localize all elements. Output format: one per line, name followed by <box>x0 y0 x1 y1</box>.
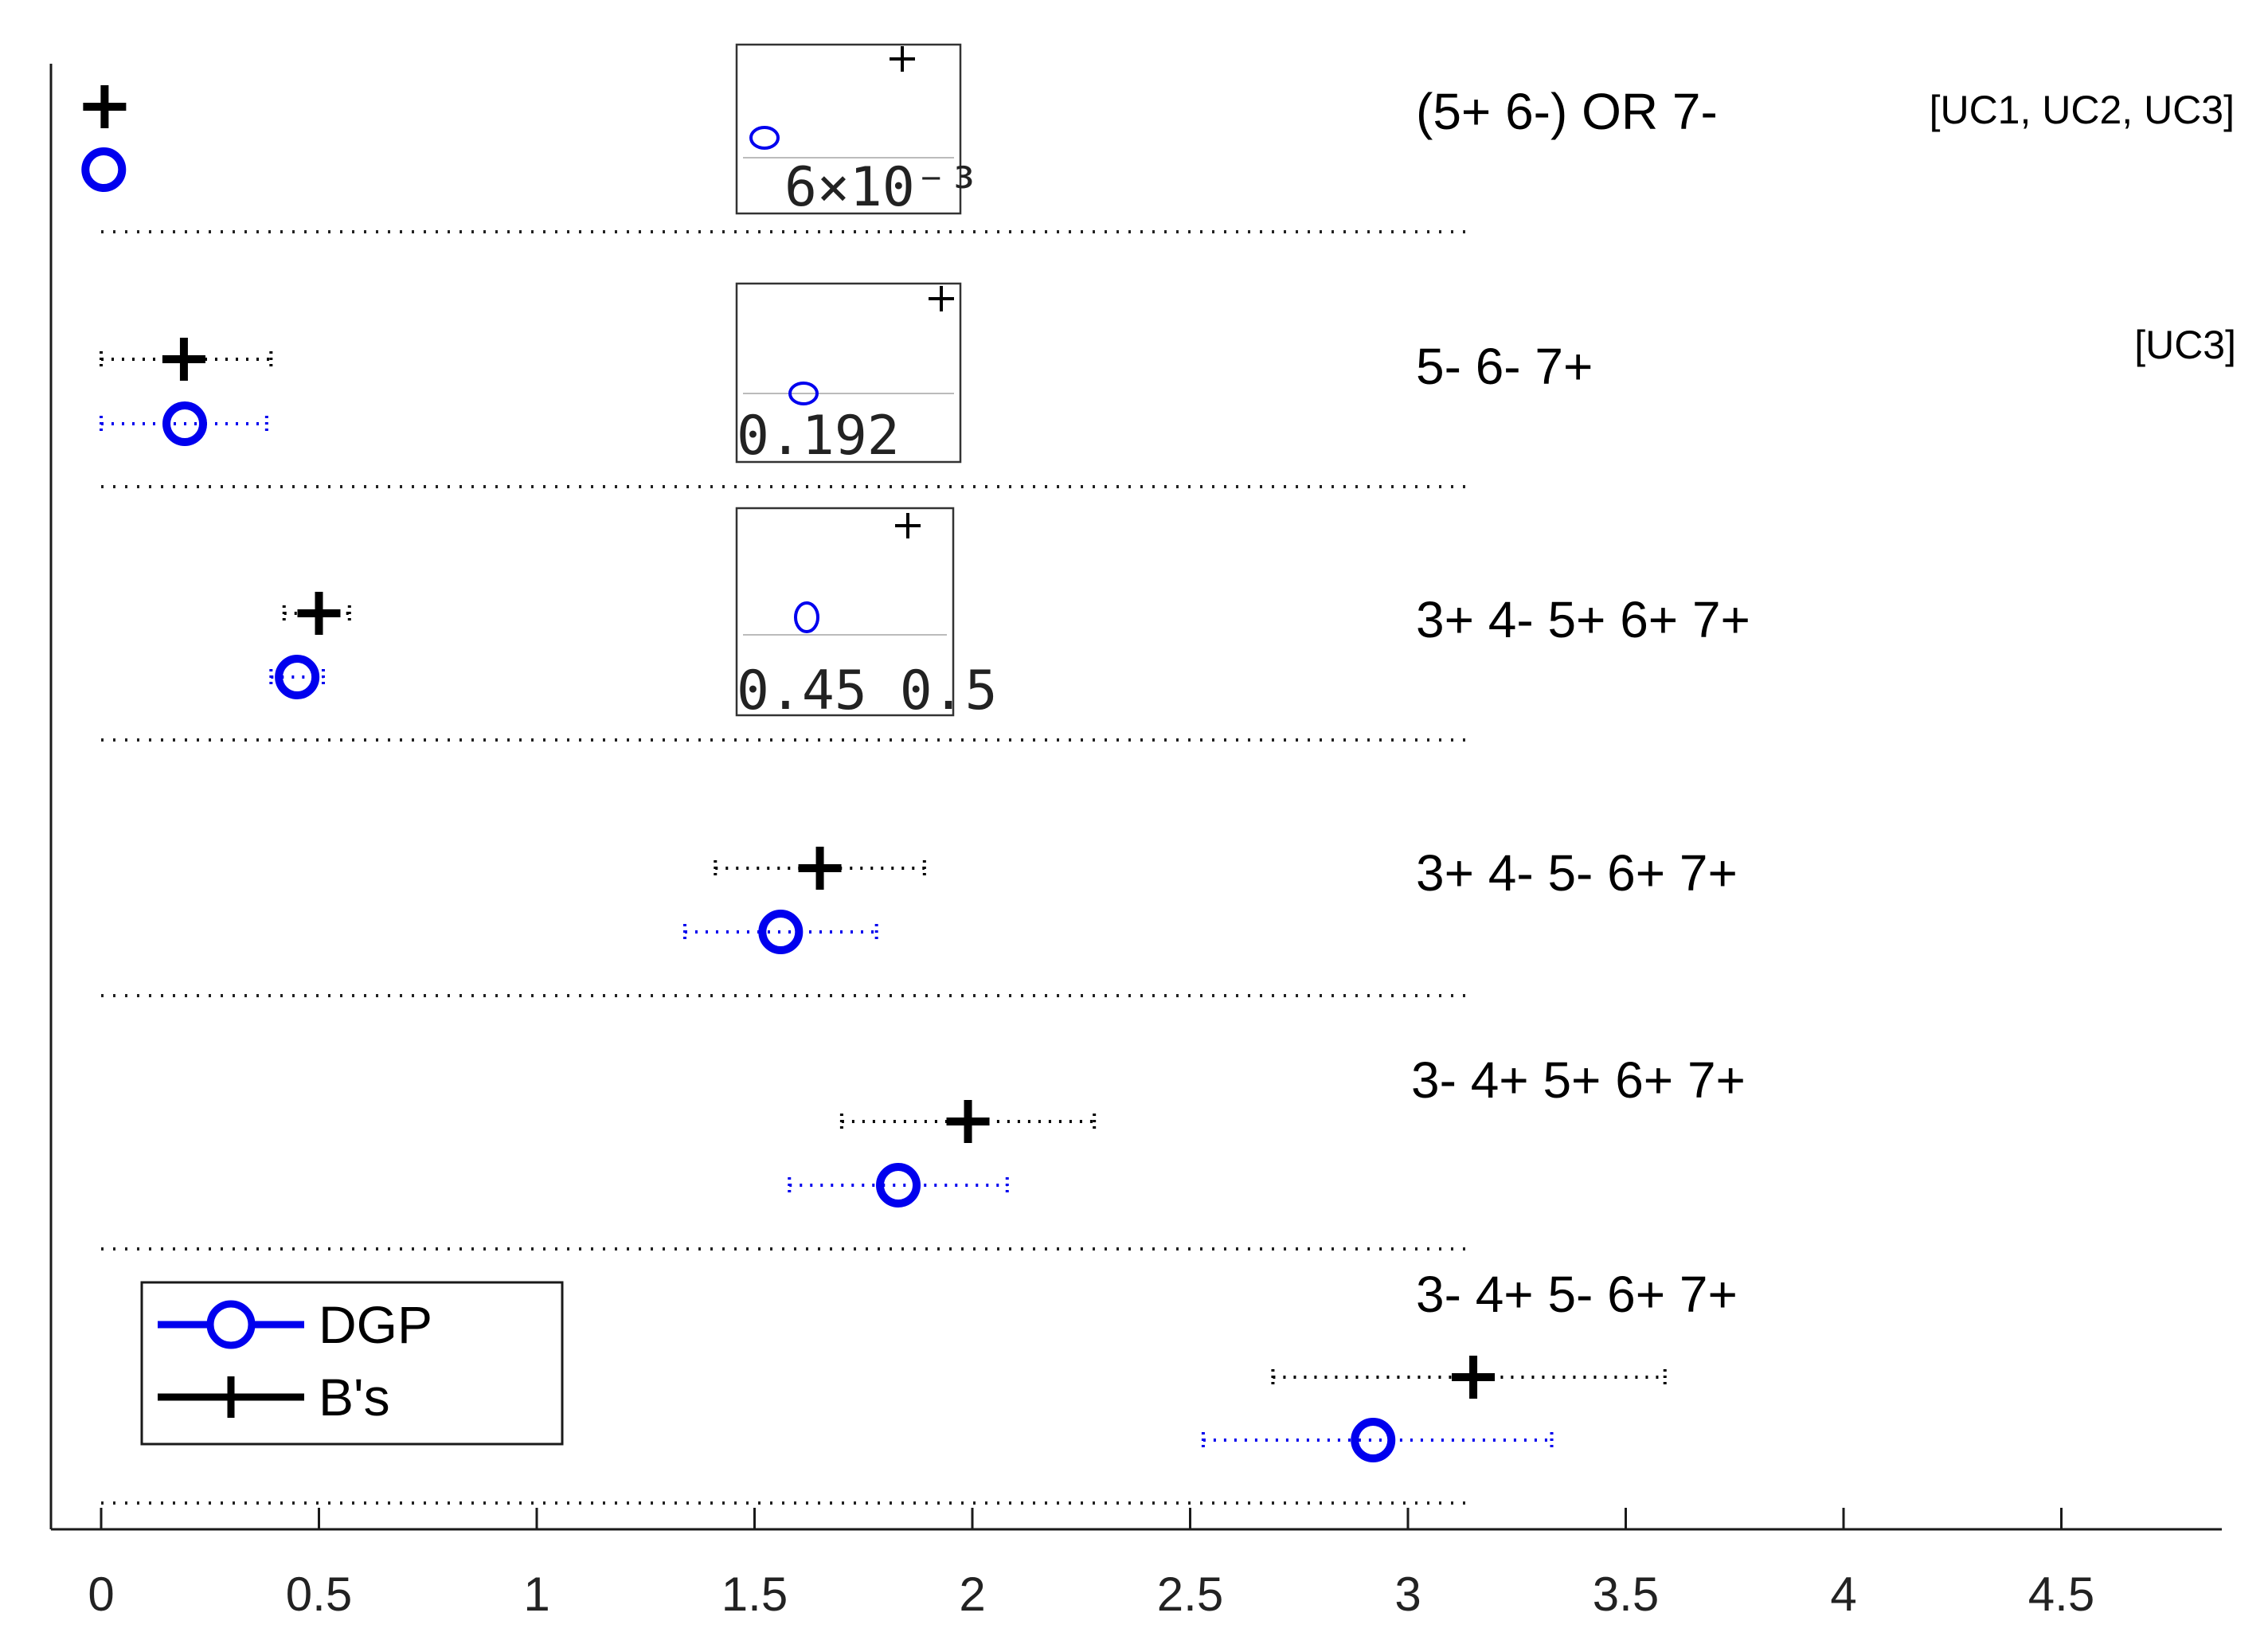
x-tick-label: 3 <box>1394 1568 1421 1621</box>
legend-label: B's <box>319 1368 390 1427</box>
bs-point <box>946 1100 990 1143</box>
dgp-point <box>162 401 208 446</box>
legend-circle-marker <box>206 1300 256 1349</box>
x-ticks: 0 0.5 1 1.5 2 2.5 3 3.5 4 4.5 <box>88 1508 2094 1621</box>
bs-point <box>83 85 127 128</box>
row-group: (5+ 6-) OR 7- [UC1, UC2, UC3] <box>81 83 2235 233</box>
x-tick-label: 4.5 <box>2028 1568 2094 1621</box>
legend: DGP B's <box>140 1281 564 1446</box>
zoom-inset: 6×10⁻³ <box>735 43 980 219</box>
inset-tick-label: 6×10⁻³ <box>784 156 980 219</box>
row-label: 3- 4+ 5+ 6+ 7+ <box>1411 1051 1746 1109</box>
insets: 6×10⁻³ 0.192 0.45 0.5 <box>735 43 998 722</box>
row-label: 3+ 4- 5- 6+ 7+ <box>1416 844 1738 902</box>
row-label: (5+ 6-) OR 7- <box>1416 83 1718 140</box>
dgp-point <box>81 147 127 192</box>
row-annotation: [UC3] <box>2134 323 2236 367</box>
bs-point <box>297 592 341 635</box>
x-tick-label: 2 <box>959 1568 985 1621</box>
row-group: 3- 4+ 5+ 6+ 7+ <box>101 1051 1746 1251</box>
inset-dgp-point <box>788 382 819 405</box>
x-tick-label: 1.5 <box>721 1568 788 1621</box>
inset-tick-label: 0.45 0.5 <box>737 660 998 722</box>
axes <box>49 64 2222 1531</box>
row-group: 3+ 4- 5- 6+ 7+ <box>101 844 1738 997</box>
inset-dgp-point <box>749 126 780 150</box>
row-label: 3- 4+ 5- 6+ 7+ <box>1416 1266 1738 1323</box>
inset-bs-point <box>890 46 915 72</box>
inset-frame <box>735 282 962 464</box>
inset-bs-point <box>929 286 954 311</box>
legend-entry: DGP <box>158 1295 432 1354</box>
row-group: 3- 4+ 5- 6+ 7+ <box>101 1266 1738 1505</box>
dgp-point <box>876 1163 921 1208</box>
x-tick-label: 0 <box>88 1568 114 1621</box>
legend-box <box>140 1281 564 1446</box>
row-group: 3+ 4- 5+ 6+ 7+ <box>101 591 1750 742</box>
x-tick-label: 3.5 <box>1593 1568 1659 1621</box>
zoom-inset: 0.45 0.5 <box>735 507 998 722</box>
bs-point <box>1452 1356 1496 1399</box>
inset-tick-label: 0.192 <box>737 405 900 468</box>
inset-bs-point <box>895 513 921 538</box>
inset-frame <box>735 507 955 717</box>
bs-point <box>798 847 842 890</box>
legend-plus-marker <box>210 1376 252 1418</box>
bs-point <box>162 338 205 381</box>
x-tick-label: 1 <box>523 1568 549 1621</box>
legend-label: DGP <box>319 1295 432 1354</box>
zoom-inset: 0.192 <box>735 282 962 468</box>
rows: (5+ 6-) OR 7- [UC1, UC2, UC3] 5- 6- 7+ [UC3… <box>81 83 2236 1505</box>
row-annotation: [UC1, UC2, UC3] <box>1930 88 2235 132</box>
dgp-point <box>758 910 804 954</box>
row-label: 5- 6- 7+ <box>1416 338 1593 395</box>
dgp-point <box>275 655 320 699</box>
row-label: 3+ 4- 5+ 6+ 7+ <box>1416 591 1750 648</box>
dgp-point <box>1351 1418 1396 1462</box>
x-tick-label: 4 <box>1830 1568 1856 1621</box>
row-group: 5- 6- 7+ [UC3] <box>100 323 2236 488</box>
legend-entry: B's <box>158 1368 390 1427</box>
x-tick-label: 0.5 <box>286 1568 352 1621</box>
inset-dgp-point <box>794 601 819 633</box>
x-tick-label: 2.5 <box>1157 1568 1223 1621</box>
